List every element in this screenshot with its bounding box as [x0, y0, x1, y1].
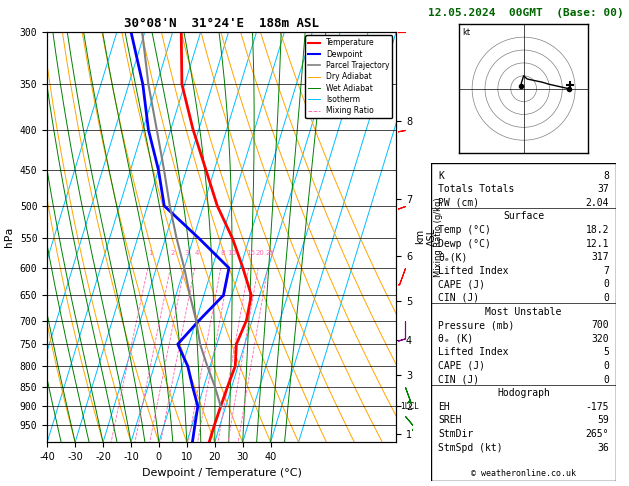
Text: SREH: SREH	[438, 416, 462, 425]
Title: 30°08'N  31°24'E  188m ASL: 30°08'N 31°24'E 188m ASL	[124, 17, 320, 31]
Text: kt: kt	[462, 28, 470, 37]
Text: Pressure (mb): Pressure (mb)	[438, 320, 515, 330]
Text: 317: 317	[591, 252, 609, 262]
Text: Totals Totals: Totals Totals	[438, 184, 515, 194]
Text: © weatheronline.co.uk: © weatheronline.co.uk	[471, 469, 576, 478]
Text: CIN (J): CIN (J)	[438, 375, 479, 384]
Text: 36: 36	[598, 443, 609, 452]
Text: 320: 320	[591, 334, 609, 344]
Text: 10: 10	[227, 250, 237, 257]
Text: 0: 0	[603, 293, 609, 303]
Text: K: K	[438, 171, 444, 180]
Text: 16: 16	[247, 250, 255, 257]
Text: Hodograph: Hodograph	[497, 388, 550, 398]
Y-axis label: km
ASL: km ASL	[415, 228, 437, 246]
Text: 25: 25	[265, 250, 274, 257]
Text: Surface: Surface	[503, 211, 544, 221]
Text: 59: 59	[598, 416, 609, 425]
Text: Lifted Index: Lifted Index	[438, 347, 509, 357]
Text: Temp (°C): Temp (°C)	[438, 225, 491, 235]
Text: 12.05.2024  00GMT  (Base: 00): 12.05.2024 00GMT (Base: 00)	[428, 8, 624, 18]
Text: -175: -175	[586, 402, 609, 412]
Text: StmSpd (kt): StmSpd (kt)	[438, 443, 503, 452]
Text: CIN (J): CIN (J)	[438, 293, 479, 303]
Text: CAPE (J): CAPE (J)	[438, 361, 486, 371]
Text: 0: 0	[603, 375, 609, 384]
Text: Mixing Ratio (g/kg): Mixing Ratio (g/kg)	[433, 197, 443, 277]
Text: 4: 4	[195, 250, 199, 257]
Text: 5: 5	[603, 347, 609, 357]
Text: 265°: 265°	[586, 429, 609, 439]
Text: Lifted Index: Lifted Index	[438, 266, 509, 276]
Text: 700: 700	[591, 320, 609, 330]
Text: θₑ (K): θₑ (K)	[438, 334, 474, 344]
Text: Dewp (°C): Dewp (°C)	[438, 239, 491, 248]
Text: 8: 8	[603, 171, 609, 180]
Text: θₑ(K): θₑ(K)	[438, 252, 468, 262]
Text: EH: EH	[438, 402, 450, 412]
Text: 7: 7	[603, 266, 609, 276]
Text: 8: 8	[221, 250, 225, 257]
Text: 20: 20	[256, 250, 265, 257]
Text: StmDir: StmDir	[438, 429, 474, 439]
Text: 3: 3	[184, 250, 189, 257]
Text: 12.1: 12.1	[586, 239, 609, 248]
Text: 1: 1	[148, 250, 153, 257]
Text: 18.2: 18.2	[586, 225, 609, 235]
Text: Most Unstable: Most Unstable	[486, 307, 562, 316]
Text: 0: 0	[603, 279, 609, 289]
X-axis label: Dewpoint / Temperature (°C): Dewpoint / Temperature (°C)	[142, 468, 302, 478]
Text: PW (cm): PW (cm)	[438, 198, 479, 208]
Text: 0: 0	[603, 361, 609, 371]
Text: CAPE (J): CAPE (J)	[438, 279, 486, 289]
Y-axis label: hPa: hPa	[4, 227, 14, 247]
Text: 37: 37	[598, 184, 609, 194]
Text: 2: 2	[170, 250, 175, 257]
Text: 1LCL: 1LCL	[400, 402, 418, 411]
Text: 2.04: 2.04	[586, 198, 609, 208]
Legend: Temperature, Dewpoint, Parcel Trajectory, Dry Adiabat, Wet Adiabat, Isotherm, Mi: Temperature, Dewpoint, Parcel Trajectory…	[305, 35, 392, 118]
